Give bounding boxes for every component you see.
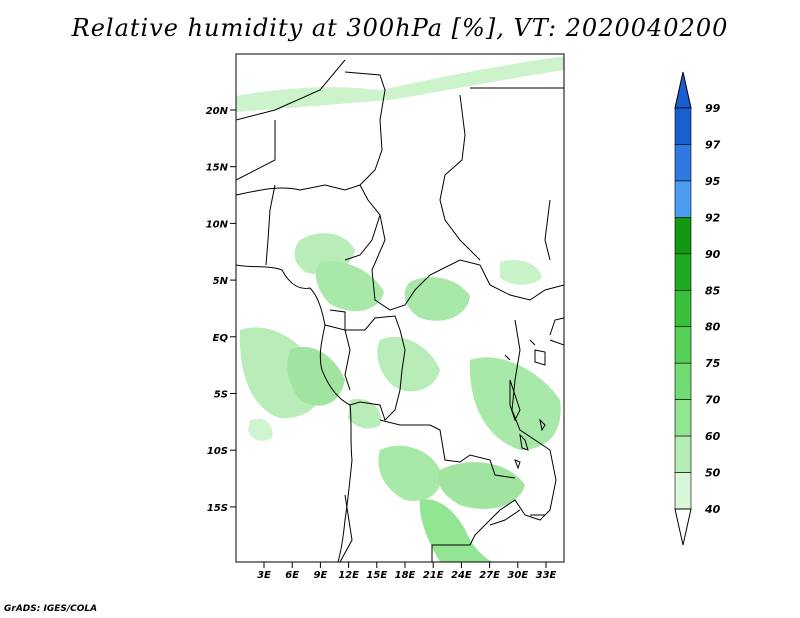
lon-tick-label: 33E xyxy=(536,570,557,581)
lat-tick-label: 15N xyxy=(206,163,229,174)
colorbar-label: 85 xyxy=(705,284,721,297)
colorbar-box xyxy=(674,289,692,328)
lat-axis: 20N 15N 10N 5N EQ 5S 10S 15S xyxy=(206,106,236,514)
colorbar-label: 92 xyxy=(705,211,721,224)
humidity-patch-congo-coast xyxy=(287,346,345,406)
colorbar-label: 40 xyxy=(704,503,721,516)
colorbar-box xyxy=(674,362,692,400)
lat-tick-label: 10S xyxy=(207,446,228,457)
humidity-patch-kasai xyxy=(378,445,441,501)
country-borders xyxy=(236,59,564,562)
humidity-band-north xyxy=(236,56,564,112)
colorbar-box xyxy=(674,180,692,218)
lon-tick-label: 18E xyxy=(395,570,416,581)
humidity-shading xyxy=(236,56,564,562)
lakes xyxy=(504,339,546,470)
humidity-patch-zambia xyxy=(438,462,525,509)
colorbar-box xyxy=(674,107,692,145)
colorbar-box xyxy=(674,399,692,437)
lon-tick-label: 3E xyxy=(257,570,271,581)
lon-tick-label: 15E xyxy=(366,570,387,581)
colorbar-top-arrow xyxy=(674,71,692,109)
humidity-patch-west-south xyxy=(248,418,273,441)
lat-tick-label: 15S xyxy=(207,503,228,514)
colorbar-box xyxy=(674,435,692,473)
lon-axis: 3E 6E 9E 12E 15E 18E 21E 24E 27E 30E 33E xyxy=(257,562,557,581)
colorbar-box xyxy=(674,253,692,291)
humidity-patch-angola xyxy=(348,399,381,429)
colorbar-box xyxy=(674,144,692,182)
colorbar-label: 90 xyxy=(705,248,721,261)
humidity-patch-car xyxy=(404,277,470,321)
colorbar: 99 97 95 92 90 85 80 75 70 60 50 40 xyxy=(674,71,721,546)
colorbar-label: 75 xyxy=(705,357,721,370)
humidity-patch-cameroon xyxy=(315,261,384,312)
map-title: Relative humidity at 300hPa [%], VT: 202… xyxy=(71,14,729,42)
lat-tick-label: 5S xyxy=(214,390,228,401)
colorbar-label: 80 xyxy=(705,321,721,334)
colorbar-label: 60 xyxy=(705,430,721,443)
coastline xyxy=(236,264,353,562)
lon-tick-label: 9E xyxy=(314,570,328,581)
humidity-patch-sudan xyxy=(500,259,542,285)
lon-tick-label: 30E xyxy=(507,570,528,581)
credit-text: GrADS: IGES/COLA xyxy=(4,604,98,614)
colorbar-label: 50 xyxy=(705,467,721,480)
colorbar-label: 70 xyxy=(705,394,721,407)
colorbar-box xyxy=(674,472,692,510)
lat-tick-label: 5N xyxy=(213,276,229,287)
colorbar-label: 99 xyxy=(705,102,721,115)
lon-tick-label: 6E xyxy=(285,570,299,581)
colorbar-box xyxy=(674,217,692,255)
lat-tick-label: EQ xyxy=(213,333,229,344)
lon-tick-label: 24E xyxy=(451,570,472,581)
lon-tick-label: 12E xyxy=(338,570,359,581)
humidity-patch-drc-east xyxy=(469,357,561,450)
lat-tick-label: 20N xyxy=(206,106,229,117)
lat-tick-label: 10N xyxy=(206,219,229,230)
lon-tick-label: 21E xyxy=(423,570,444,581)
humidity-patch-south xyxy=(419,499,495,562)
colorbar-label: 95 xyxy=(705,175,721,188)
colorbar-box xyxy=(674,326,692,364)
border-lines xyxy=(236,59,564,562)
colorbar-bottom-arrow xyxy=(674,508,692,546)
map-frame xyxy=(235,53,565,563)
colorbar-label: 97 xyxy=(705,138,721,151)
humidity-patch-drc-central xyxy=(377,336,440,392)
lon-tick-label: 27E xyxy=(479,570,500,581)
